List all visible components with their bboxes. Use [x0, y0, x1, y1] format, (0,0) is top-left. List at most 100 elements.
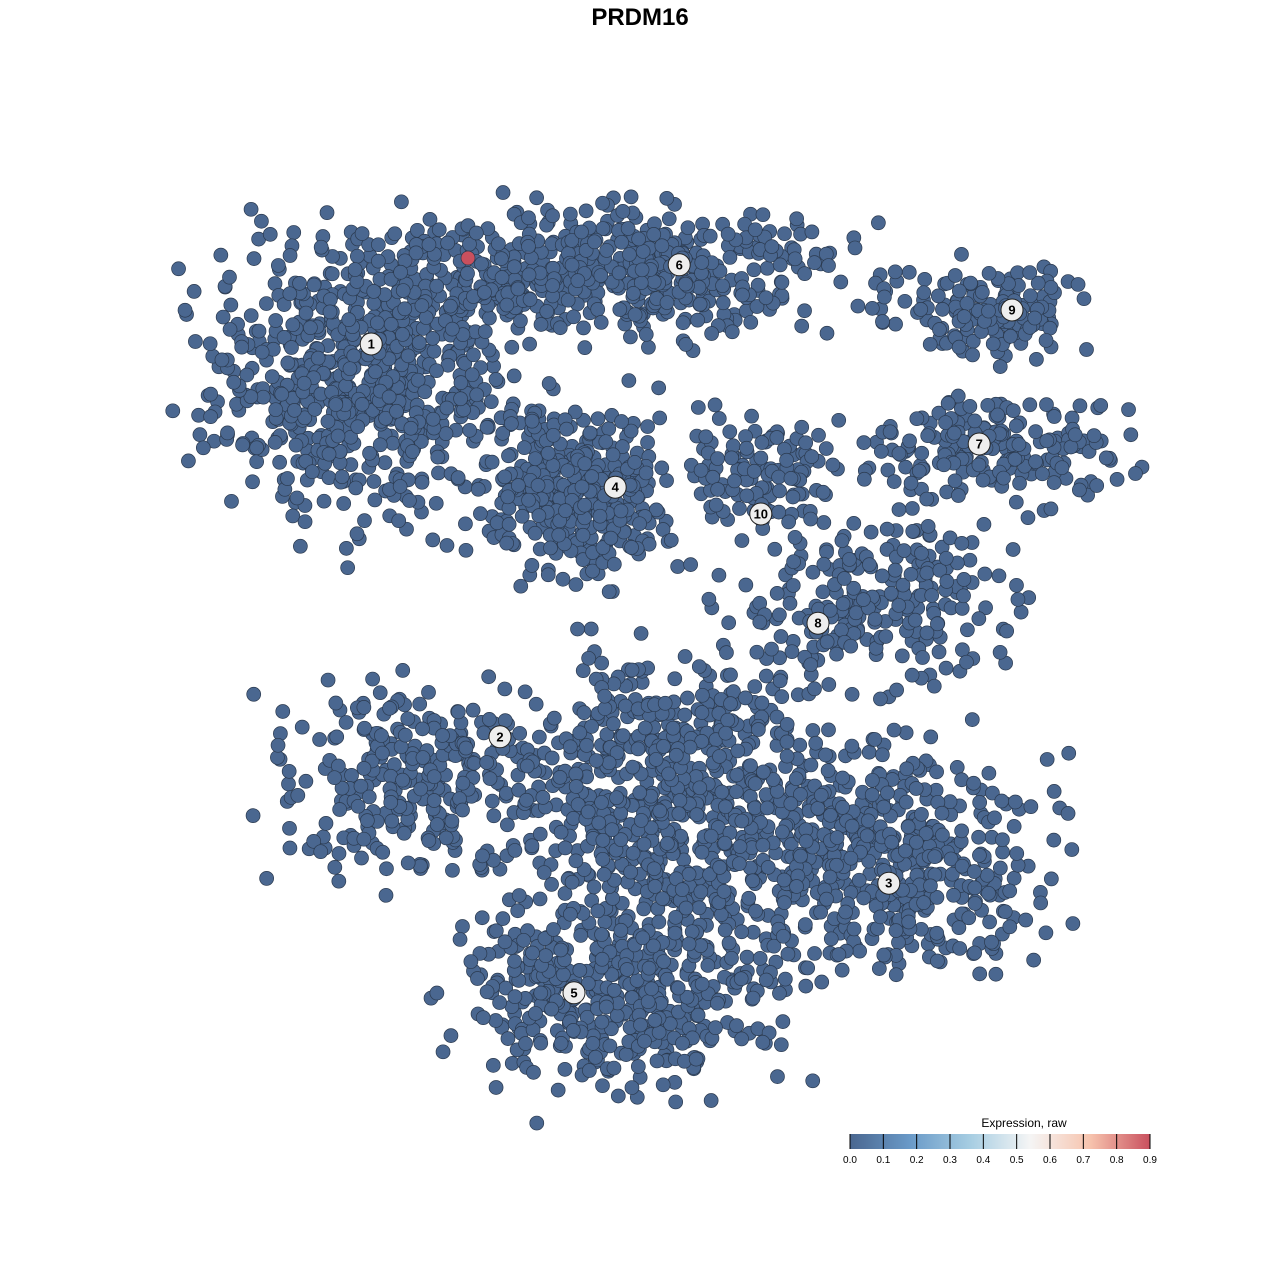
cell-point-cluster-4: [558, 503, 573, 519]
cell-point-cluster-1: [368, 364, 383, 380]
cell-point-cluster-5: [609, 790, 624, 806]
cell-point-cluster-2: [282, 820, 297, 836]
cell-point-cluster-6: [797, 266, 813, 281]
cell-point-cluster-5: [681, 936, 697, 952]
cell-point-cluster-4: [603, 530, 619, 546]
cell-point-cluster-6: [421, 237, 437, 252]
cell-point-cluster-10: [771, 504, 787, 520]
cell-point-cluster-1: [272, 454, 287, 470]
cell-point-cluster-1: [246, 251, 262, 266]
cell-point-cluster-8: [738, 577, 754, 593]
cell-point-cluster-5: [743, 758, 758, 773]
cell-point-cluster-6: [570, 273, 586, 289]
cell-point-cluster-4: [670, 559, 686, 574]
cell-point-cluster-1: [203, 386, 219, 402]
cell-point-cluster-3: [995, 832, 1010, 848]
svg-text:5: 5: [570, 985, 577, 1000]
cell-point-cluster-5: [485, 1058, 501, 1073]
cell-point-cluster-4: [584, 469, 600, 484]
cell-point-cluster-1: [405, 444, 420, 459]
cell-point-cluster-2: [245, 808, 261, 823]
cell-point-cluster-3: [994, 793, 1010, 809]
cell-point-cluster-1: [243, 389, 259, 404]
cell-point-cluster-3: [899, 761, 915, 777]
cell-point-cluster-5: [455, 919, 470, 934]
cell-point-cluster-1: [213, 247, 229, 263]
cell-point-cluster-3: [972, 847, 987, 863]
cell-point-cluster-4: [501, 516, 517, 532]
cell-point-cluster-6: [614, 234, 629, 250]
cell-point-cluster-3: [813, 904, 829, 920]
cell-point-cluster-3: [972, 966, 988, 982]
cell-point-cluster-3: [997, 904, 1013, 920]
cell-point-cluster-5: [637, 720, 653, 736]
cell-point-cluster-4: [606, 556, 622, 572]
cell-point-cluster-1: [316, 493, 332, 509]
cell-point-cluster-5: [723, 696, 738, 712]
cell-point-cluster-5: [813, 787, 829, 803]
cell-point-cluster-6: [521, 210, 536, 226]
cell-point-cluster-1: [215, 309, 231, 325]
cell-point-cluster-1: [289, 490, 305, 506]
cell-point-cluster-8: [752, 614, 768, 630]
cell-point-cluster-4: [524, 558, 540, 573]
cell-point-cluster-5: [745, 873, 761, 889]
cell-point-cluster-7: [940, 396, 956, 411]
cell-point-cluster-4: [595, 540, 611, 555]
cell-point-cluster-5: [717, 835, 733, 851]
cell-point-cluster-2: [383, 795, 399, 810]
cell-point-cluster-5: [553, 1036, 569, 1051]
cell-point-cluster-1: [203, 409, 218, 424]
cell-point-cluster-1: [171, 261, 186, 277]
cell-point-cluster-6: [474, 256, 489, 272]
cell-point-cluster-5: [758, 668, 774, 684]
cell-point-cluster-1: [297, 514, 313, 530]
cell-point-cluster-1: [270, 258, 286, 273]
cell-point-cluster-1: [372, 437, 388, 453]
cell-point-cluster-5: [564, 874, 580, 890]
cell-point-cluster-5: [700, 958, 716, 973]
cell-point-cluster-5: [580, 804, 596, 820]
cell-point-cluster-6: [576, 320, 591, 336]
cell-point-cluster-5: [613, 832, 629, 847]
cell-point-cluster-5: [747, 679, 763, 694]
cell-point-cluster-2: [415, 721, 430, 737]
cell-point-cluster-7: [1009, 418, 1024, 434]
cell-point-cluster-5: [479, 984, 495, 1000]
cell-point-cluster-1: [392, 479, 408, 494]
cell-point-cluster-9: [947, 268, 963, 283]
cell-point-cluster-6: [552, 320, 568, 336]
cell-point-cluster-4: [510, 478, 526, 493]
cell-point-cluster-3: [971, 829, 986, 845]
cell-point-cluster-5: [691, 900, 707, 916]
cell-point-cluster-5: [668, 1094, 684, 1110]
cell-point-cluster-5: [755, 764, 771, 780]
cell-point-cluster-5: [529, 1115, 545, 1131]
cell-point-cluster-5: [656, 954, 671, 969]
cell-point-cluster-10: [785, 489, 801, 505]
cell-point-cluster-8: [848, 605, 864, 621]
cell-point-cluster-3: [987, 810, 1002, 826]
cell-point-cluster-6: [506, 259, 522, 275]
cell-point-cluster-6: [566, 309, 581, 325]
cell-point-cluster-5: [518, 1036, 533, 1051]
cell-point-cluster-9: [1038, 333, 1054, 348]
cell-point-cluster-5: [694, 844, 710, 860]
cell-point-cluster-9: [992, 359, 1008, 374]
cell-point-cluster-5: [625, 759, 641, 775]
cell-point-cluster-6: [777, 226, 792, 242]
cluster-label-6: 6: [667, 253, 691, 277]
colorbar-tick-label: 0.0: [843, 1155, 857, 1166]
cell-point-cluster-5: [800, 960, 816, 976]
cell-point-cluster-3: [967, 880, 983, 896]
cell-point-cluster-1: [319, 205, 335, 220]
cell-point-cluster-5: [718, 799, 733, 815]
cell-point-cluster-8: [863, 524, 879, 540]
cell-point-cluster-4: [659, 473, 674, 488]
cell-point-cluster-5: [651, 914, 667, 930]
cell-point-cluster-5: [741, 890, 757, 906]
cell-point-cluster-3: [823, 931, 839, 947]
cell-point-cluster-5: [565, 1023, 581, 1038]
cell-point-cluster-8: [971, 611, 987, 627]
cell-point-cluster-6: [871, 215, 886, 231]
